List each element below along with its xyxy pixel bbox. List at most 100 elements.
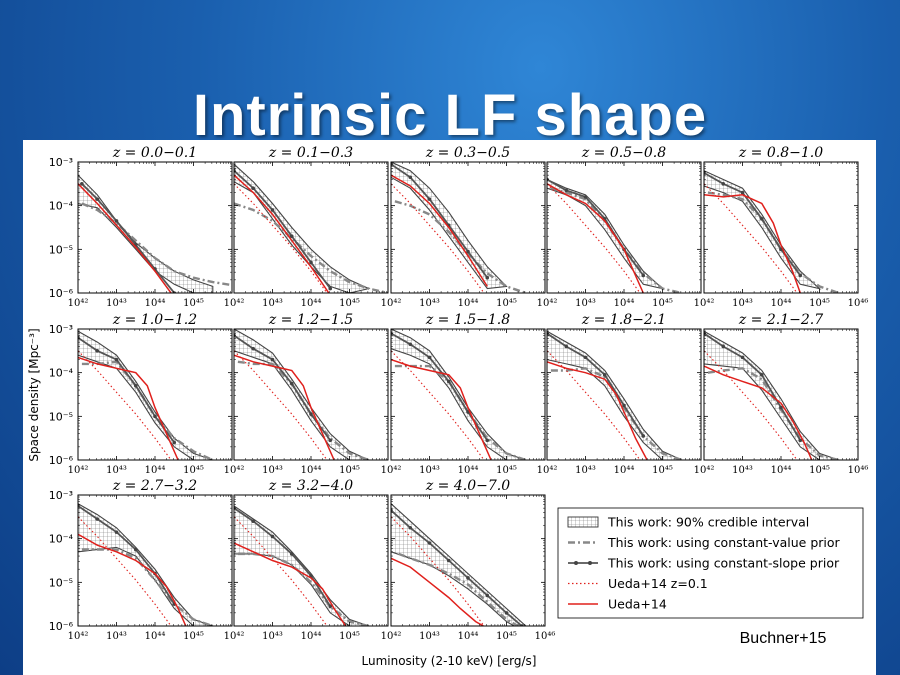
y-tick-label: 10⁻⁴ xyxy=(49,200,74,213)
x-tick-label: 10⁴² xyxy=(381,465,402,476)
constant-slope-prior-line xyxy=(391,509,523,626)
constant-slope-prior-point xyxy=(251,186,256,190)
constant-slope-prior-point xyxy=(251,519,256,523)
y-tick-label: 10⁻⁶ xyxy=(49,454,74,467)
legend-swatch-constant-slope-point xyxy=(588,561,592,565)
x-tick-label: 10⁴⁶ xyxy=(535,631,556,642)
constant-value-prior-line xyxy=(81,360,214,460)
x-tick-label: 10⁴⁴ xyxy=(301,298,322,309)
constant-slope-prior-line xyxy=(547,178,645,277)
x-tick-label: 10⁴⁶ xyxy=(848,465,869,476)
x-tick-label: 10⁴³ xyxy=(419,631,440,642)
x-tick-label: 10⁴² xyxy=(68,631,89,642)
panel-title: z = 1.5−1.8 xyxy=(425,312,510,328)
x-tick-label: 10⁴² xyxy=(68,298,89,309)
credible-interval-band xyxy=(78,174,214,293)
ueda14-line xyxy=(391,557,484,626)
panel-background xyxy=(547,162,701,293)
y-tick-label: 10⁻⁵ xyxy=(49,243,73,256)
x-tick-label: 10⁴⁵ xyxy=(339,631,360,642)
constant-slope-prior-point xyxy=(427,197,432,201)
x-tick-label: 10⁴⁴ xyxy=(771,465,792,476)
x-tick-label: 10⁴³ xyxy=(106,465,127,476)
x-tick-label: 10⁴⁴ xyxy=(614,298,635,309)
constant-slope-prior-point xyxy=(779,405,783,410)
constant-slope-prior-point xyxy=(114,357,119,362)
credible-interval-band xyxy=(234,329,370,460)
constant-slope-prior-point xyxy=(641,273,646,278)
legend-box xyxy=(557,507,864,619)
x-tick-label: 10⁴³ xyxy=(732,465,753,476)
x-tick-label: 10⁴⁴ xyxy=(145,631,166,642)
ueda14-line xyxy=(78,356,179,460)
y-tick-label: 10⁻⁶ xyxy=(49,287,74,300)
constant-slope-prior-point xyxy=(485,275,490,280)
panel-title: z = 0.5−0.8 xyxy=(581,145,666,161)
x-tick-label: 10⁴² xyxy=(537,465,558,476)
constant-slope-prior-point xyxy=(328,604,333,609)
x-tick-label: 10⁴⁴ xyxy=(458,631,479,642)
x-tick-label: 10⁴⁵ xyxy=(183,298,204,309)
constant-slope-prior-point xyxy=(114,530,119,534)
panel-title: z = 3.2−4.0 xyxy=(268,478,353,494)
constant-slope-prior-line xyxy=(547,332,645,437)
x-tick-label: 10⁴⁵ xyxy=(652,465,673,476)
luminosity-function-grid: Buchner+15 z = 0.0−0.1 10⁴² 10⁴³ 10⁴⁴ 10⁴⁵ 10… xyxy=(27,145,869,668)
constant-slope-prior-point xyxy=(759,373,764,377)
ueda14-line xyxy=(547,361,648,460)
legend-entry-label: This work: 90% credible interval xyxy=(607,515,809,530)
figure-panel: Buchner+15 z = 0.0−0.1 10⁴² 10⁴³ 10⁴⁴ 10⁴⁵ 10… xyxy=(23,140,876,675)
panel-title: z = 0.8−1.0 xyxy=(738,145,823,161)
constant-slope-prior-point xyxy=(485,438,490,443)
y-tick-label: 10⁻⁴ xyxy=(49,367,74,380)
ueda14-line xyxy=(78,183,172,293)
constant-slope-prior-point xyxy=(564,188,569,193)
constant-value-prior-line xyxy=(237,552,370,626)
constant-slope-prior-point xyxy=(289,381,294,386)
x-tick-label: 10⁴⁴ xyxy=(145,465,166,476)
constant-slope-prior-point xyxy=(270,534,275,539)
constant-slope-prior-point xyxy=(721,344,726,349)
constant-slope-prior-point xyxy=(328,286,333,291)
constant-slope-prior-point xyxy=(309,260,313,265)
ueda14-line xyxy=(234,354,335,460)
ueda14-line xyxy=(704,194,802,293)
ueda14-line xyxy=(78,533,187,626)
panel-background xyxy=(234,495,388,626)
constant-slope-prior-point xyxy=(446,379,451,384)
constant-slope-prior-point xyxy=(172,440,177,445)
constant-slope-prior-point xyxy=(564,344,569,349)
constant-slope-prior-point xyxy=(583,355,588,360)
x-tick-label: 10⁴³ xyxy=(262,631,283,642)
x-tick-label: 10⁴² xyxy=(537,298,558,309)
constant-slope-prior-point xyxy=(309,412,313,416)
x-tick-label: 10⁴⁴ xyxy=(458,298,479,309)
x-tick-label: 10⁴⁴ xyxy=(301,465,322,476)
constant-slope-prior-point xyxy=(721,182,726,186)
constant-value-prior-line xyxy=(234,202,388,293)
y-tick-label: 10⁻³ xyxy=(49,323,73,336)
constant-slope-prior-point xyxy=(328,438,333,443)
constant-slope-prior-point xyxy=(251,346,256,351)
x-tick-label: 10⁴³ xyxy=(419,298,440,309)
constant-slope-prior-point xyxy=(466,576,470,580)
x-tick-label: 10⁴² xyxy=(224,298,245,309)
constant-slope-prior-point xyxy=(133,547,138,552)
x-tick-label: 10⁴⁵ xyxy=(339,465,360,476)
x-tick-label: 10⁴⁵ xyxy=(183,465,204,476)
constant-slope-prior-point xyxy=(446,558,451,563)
constant-slope-prior-point xyxy=(798,438,803,443)
constant-slope-prior-point xyxy=(289,234,294,239)
constant-slope-prior-point xyxy=(95,197,100,201)
constant-slope-prior-point xyxy=(408,525,413,530)
x-tick-label: 10⁴³ xyxy=(575,465,596,476)
x-tick-label: 10⁴³ xyxy=(262,298,283,309)
x-tick-label: 10⁴⁴ xyxy=(771,298,792,309)
y-tick-label: 10⁻⁶ xyxy=(49,620,74,633)
constant-slope-prior-point xyxy=(504,611,509,615)
panel-title: z = 4.0−7.0 xyxy=(425,478,510,494)
constant-slope-prior-line xyxy=(78,336,176,444)
y-tick-label: 10⁻⁵ xyxy=(49,576,73,589)
panel-title: z = 2.7−3.2 xyxy=(112,478,197,494)
ueda14-line xyxy=(234,174,330,293)
